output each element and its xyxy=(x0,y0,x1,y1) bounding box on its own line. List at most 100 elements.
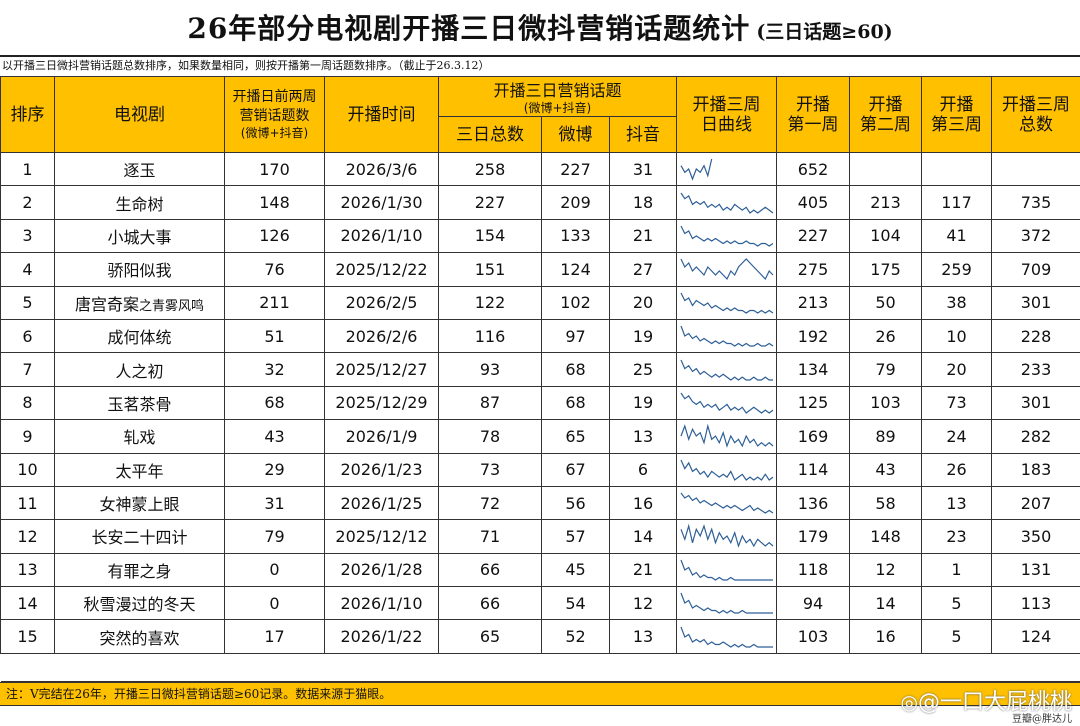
rank-cell: 12 xyxy=(0,519,55,554)
table-row: 10 太平年 29 2026/1/23 73 67 6 114 43 26 183 xyxy=(0,452,1080,487)
douyin-cell: 27 xyxy=(608,252,678,287)
weibo-cell: 67 xyxy=(541,452,610,487)
air-date-cell: 2026/1/10 xyxy=(324,586,439,621)
sparkline-line xyxy=(679,593,773,614)
drama-title: 成何体统 xyxy=(107,328,172,348)
week3-cell: 5 xyxy=(921,586,993,621)
week1-cell: 192 xyxy=(776,318,851,354)
three-week-total-cell: 124 xyxy=(991,619,1080,654)
sparkline-line xyxy=(680,392,773,414)
douyin-cell: 14 xyxy=(608,519,678,554)
pre-topics-cell: 0 xyxy=(224,552,325,588)
stats-table: 排序 电视剧 开播日前两周 营销话题数 (微博+抖音) 开播时间 开播三日营销话… xyxy=(0,76,1080,682)
air-date-cell: 2026/1/25 xyxy=(324,485,439,521)
drama-name: 突然的喜欢 xyxy=(54,619,225,654)
three-day-total-cell: 66 xyxy=(438,552,542,588)
table-row: 7 人之初 32 2025/12/27 93 68 25 134 79 20 233 xyxy=(0,352,1080,387)
daily-curve-sparkline xyxy=(680,492,773,514)
header-week3: 开播 第三周 xyxy=(921,76,993,153)
sparkline-line xyxy=(679,559,773,581)
pre-topics-cell: 211 xyxy=(224,285,325,320)
daily-curve-sparkline xyxy=(680,392,773,414)
week3-cell: 10 xyxy=(921,318,993,354)
watermark: ◎@一口大屁桃桃 xyxy=(901,684,1072,716)
drama-title: 有罪之身 xyxy=(107,561,172,581)
sparkline-line xyxy=(679,423,773,449)
table-row: 15 突然的喜欢 17 2026/1/22 65 52 13 103 16 5 124 xyxy=(0,619,1080,654)
three-week-total-cell xyxy=(991,151,1080,187)
drama-title: 女神蒙上眼 xyxy=(99,495,180,515)
pre-topics-cell: 51 xyxy=(224,318,325,354)
table-row: 8 玉茗茶骨 68 2025/12/29 87 68 19 125 103 73 301 xyxy=(0,385,1080,421)
daily-curve-sparkline xyxy=(679,292,773,314)
weibo-logo-icon: ◎ xyxy=(900,690,918,714)
three-week-total-cell: 233 xyxy=(991,352,1080,387)
header-total-line2: 总数 xyxy=(1019,114,1054,135)
douyin-cell: 20 xyxy=(608,285,678,320)
curve-cell xyxy=(676,552,778,588)
rank-cell: 15 xyxy=(0,619,55,654)
rank-cell: 11 xyxy=(0,485,55,521)
daily-curve-sparkline xyxy=(679,159,712,181)
rank-cell: 4 xyxy=(0,252,55,287)
pre-topics-cell: 148 xyxy=(224,185,325,220)
daily-curve-sparkline xyxy=(679,325,773,347)
header-week2-line2: 第二周 xyxy=(860,114,912,135)
sparkline-line xyxy=(680,192,773,214)
three-day-total-cell: 151 xyxy=(438,252,542,287)
rank-cell: 5 xyxy=(0,285,55,320)
three-week-total-cell: 735 xyxy=(991,185,1080,220)
title-bar: 26年部分电视剧开播三日微抖营销话题统计 (三日话题≥60) xyxy=(0,0,1080,57)
header-week1-line2: 第一周 xyxy=(787,114,839,135)
daily-curve-sparkline xyxy=(679,626,773,648)
week2-cell xyxy=(849,151,923,187)
header-week3-line2: 第三周 xyxy=(931,114,983,135)
air-date-cell: 2025/12/22 xyxy=(324,252,439,287)
curve-cell xyxy=(676,485,778,521)
drama-name: 秋雪漫过的冬天 xyxy=(54,586,225,621)
curve-cell xyxy=(676,419,778,454)
pre-topics-cell: 17 xyxy=(224,619,325,654)
air-date-cell: 2026/3/6 xyxy=(324,151,439,187)
header-curve-line1: 开播三周 xyxy=(692,94,761,115)
table-row: 13 有罪之身 0 2026/1/28 66 45 21 118 12 1 131 xyxy=(0,552,1080,588)
curve-cell xyxy=(676,285,778,320)
daily-curve-sparkline xyxy=(679,524,773,549)
curve-cell xyxy=(676,519,778,554)
three-day-total-cell: 73 xyxy=(438,452,542,487)
drama-title: 长安二十四计 xyxy=(91,528,188,548)
header-three-day-title: 开播三日营销话题 xyxy=(493,81,622,100)
drama-title: 骄阳似我 xyxy=(107,261,172,281)
footer-note: 注：V完结在26年，开播三日微抖营销话题≥60记录。数据来源于猫眼。 xyxy=(0,682,1080,706)
drama-name: 轧戏 xyxy=(54,419,225,454)
week3-cell: 117 xyxy=(921,185,993,220)
douyin-cell: 25 xyxy=(608,352,678,387)
three-week-total-cell: 301 xyxy=(991,385,1080,421)
header-total-line1: 开播三周 xyxy=(1002,94,1071,115)
air-date-cell: 2026/2/5 xyxy=(324,285,439,320)
week1-cell: 405 xyxy=(776,185,851,220)
three-day-total-cell: 116 xyxy=(438,318,542,354)
empty-row xyxy=(0,652,1080,682)
douyin-cell: 13 xyxy=(608,619,678,654)
curve-cell xyxy=(676,352,778,387)
weibo-cell: 68 xyxy=(541,352,610,387)
weibo-cell: 54 xyxy=(541,586,610,621)
douyin-cell: 21 xyxy=(608,218,678,254)
curve-cell xyxy=(676,385,778,421)
drama-name: 逐玉 xyxy=(54,151,225,187)
douyin-cell: 18 xyxy=(608,185,678,220)
week1-cell: 94 xyxy=(776,586,851,621)
sparkline-line xyxy=(679,225,773,247)
three-week-total-cell: 350 xyxy=(991,519,1080,554)
air-date-cell: 2026/1/30 xyxy=(324,185,439,220)
page-title: 26年部分电视剧开播三日微抖营销话题统计 xyxy=(187,12,751,45)
weibo-cell: 124 xyxy=(541,252,610,287)
drama-name: 长安二十四计 xyxy=(54,519,225,554)
rank-cell: 7 xyxy=(0,352,55,387)
week3-cell: 41 xyxy=(921,218,993,254)
week3-cell: 38 xyxy=(921,285,993,320)
three-week-total-cell: 207 xyxy=(991,485,1080,521)
week1-cell: 227 xyxy=(776,218,851,254)
header-week2-line1: 开播 xyxy=(868,94,903,115)
